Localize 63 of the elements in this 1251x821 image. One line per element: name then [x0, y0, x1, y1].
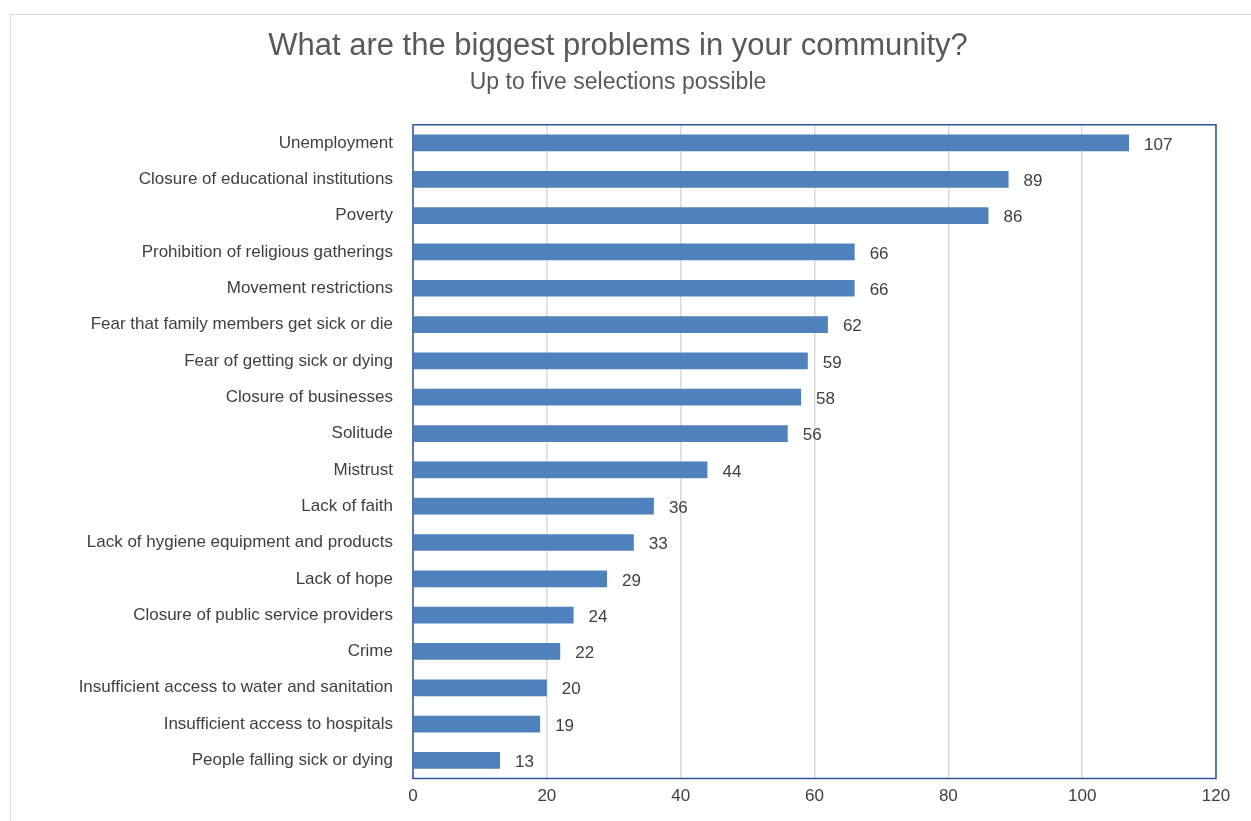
bar — [413, 425, 788, 442]
bar — [413, 715, 541, 733]
y-tick-label: Movement restrictions — [226, 277, 393, 297]
data-label: 13 — [514, 752, 534, 772]
data-label: 44 — [722, 461, 742, 481]
data-label: 66 — [869, 243, 889, 263]
bar — [413, 388, 802, 406]
bar — [413, 170, 1009, 188]
x-tick-label: 60 — [805, 786, 824, 806]
data-label: 20 — [561, 679, 581, 699]
y-tick-label: Crime — [347, 641, 393, 661]
y-tick-label: Fear that family members get sick or die — [90, 314, 393, 334]
y-tick-label: Insufficient access to water and sanitation — [78, 677, 393, 697]
data-label: 56 — [802, 425, 822, 445]
y-tick-label: Poverty — [335, 205, 394, 225]
data-label: 107 — [1144, 134, 1173, 154]
data-label: 86 — [1003, 207, 1023, 227]
bar — [413, 134, 1130, 152]
y-tick-label: Lack of hope — [295, 568, 393, 588]
bar — [413, 534, 634, 551]
y-tick-label: Mistrust — [333, 459, 394, 479]
bar — [413, 207, 989, 224]
bar — [413, 679, 547, 697]
bar — [413, 279, 855, 297]
y-tick-label: Unemployment — [278, 132, 394, 152]
y-tick-label: Closure of public service providers — [133, 604, 393, 624]
y-tick-label: People falling sick or dying — [191, 750, 393, 770]
y-tick-label: Lack of faith — [301, 495, 393, 515]
data-label: 62 — [842, 316, 862, 336]
x-tick-label: 120 — [1201, 786, 1231, 806]
bar — [413, 497, 654, 515]
chart-subtitle: Up to five selections possible — [469, 68, 767, 95]
x-tick-label: 0 — [408, 786, 418, 806]
x-tick-label: 80 — [938, 786, 958, 806]
bar — [413, 352, 808, 370]
bar — [413, 243, 855, 261]
chart-title: What are the biggest problems in your community? — [268, 27, 968, 63]
data-label: 59 — [822, 352, 842, 372]
x-tick-label: 100 — [1067, 786, 1097, 806]
y-tick-label: Insufficient access to hospitals — [163, 713, 393, 733]
data-label: 29 — [622, 570, 641, 590]
data-label: 24 — [588, 606, 608, 626]
bar — [413, 461, 708, 479]
data-label: 33 — [648, 534, 668, 554]
bar — [413, 643, 561, 660]
bar — [413, 316, 828, 333]
data-label: 89 — [1023, 170, 1043, 190]
x-tick-label: 20 — [537, 786, 557, 806]
y-tick-label: Lack of hygiene equipment and products — [86, 532, 393, 552]
data-label: 19 — [555, 715, 575, 735]
data-label: 66 — [869, 279, 889, 299]
y-tick-label: Closure of businesses — [225, 386, 393, 406]
bar — [413, 752, 500, 769]
bar — [413, 570, 608, 588]
bar — [413, 606, 574, 624]
data-label: 22 — [575, 643, 595, 663]
y-tick-label: Fear of getting sick or dying — [184, 350, 393, 370]
y-tick-label: Closure of educational institutions — [138, 168, 393, 188]
y-tick-label: Solitude — [331, 423, 393, 443]
data-label: 36 — [668, 497, 688, 517]
x-tick-label: 40 — [671, 786, 691, 806]
data-label: 58 — [816, 388, 836, 408]
y-tick-label: Prohibition of religious gatherings — [141, 241, 393, 261]
